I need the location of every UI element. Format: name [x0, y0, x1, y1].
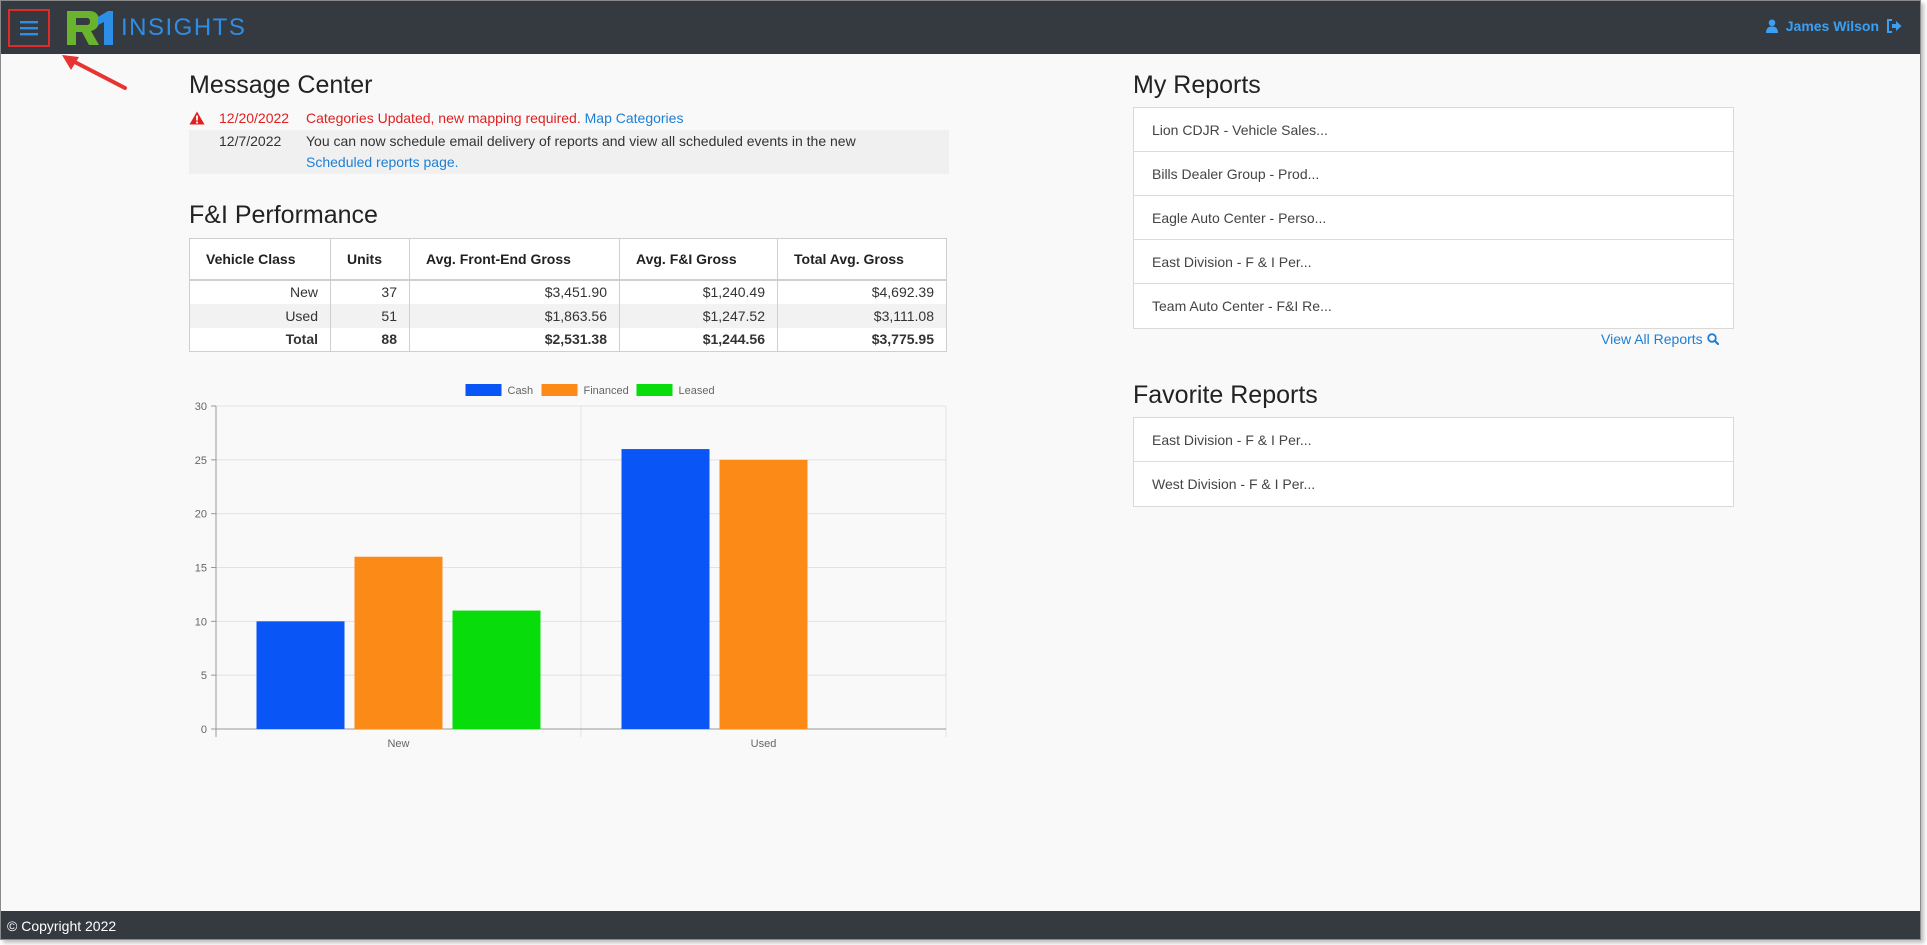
bar-cash-used: [621, 449, 710, 729]
legend-label-cash: Cash: [508, 385, 534, 397]
favorite-report-item[interactable]: East Division - F & I Per...: [1134, 418, 1733, 462]
report-item[interactable]: East Division - F & I Per...: [1134, 240, 1733, 284]
message-date: 12/20/2022: [219, 110, 290, 126]
column-header[interactable]: Units: [330, 238, 410, 280]
message-item: 12/7/2022 You can now schedule email del…: [189, 130, 949, 174]
legend-swatch-leased: [636, 384, 673, 396]
map-categories-link[interactable]: Map Categories: [584, 110, 684, 126]
search-icon: [1706, 333, 1719, 345]
message-list: 12/20/2022 Categories Updated, new mappi…: [189, 107, 949, 174]
user-name: James Wilson: [1785, 18, 1879, 34]
performance-title: F&I Performance: [189, 201, 378, 229]
y-tick-label: 20: [195, 509, 207, 521]
legend-swatch-cash: [465, 384, 502, 396]
footer: © Copyright 2022: [1, 911, 1920, 939]
table-cell: 51: [330, 303, 410, 328]
report-item[interactable]: Lion CDJR - Vehicle Sales...: [1134, 108, 1733, 152]
y-tick-label: 0: [201, 724, 207, 736]
y-tick-label: 25: [195, 455, 207, 467]
column-header[interactable]: Vehicle Class: [189, 238, 331, 280]
table-row: Used 51 $1,863.56 $1,247.52 $3,111.08: [189, 303, 947, 328]
y-tick-label: 5: [201, 670, 207, 682]
column-header[interactable]: Avg. Front-End Gross: [409, 238, 620, 280]
deal-type-chart: 0 5 10 15 20 25 30 New Used Cash Financed Leased: [189, 376, 949, 756]
table-cell: Total: [189, 327, 331, 352]
table-cell: $3,775.95: [777, 327, 947, 352]
table-cell: $1,240.49: [619, 278, 778, 304]
my-reports-list: Lion CDJR - Vehicle Sales... Bills Deale…: [1133, 107, 1734, 329]
message-text: Categories Updated, new mapping required…: [306, 110, 581, 126]
hamburger-icon: [20, 21, 38, 36]
table-cell: $1,247.52: [619, 303, 778, 328]
table-total-row: Total 88 $2,531.38 $1,244.56 $3,775.95: [189, 327, 947, 352]
bar-cash-new: [256, 621, 345, 729]
table-cell: Used: [189, 303, 331, 328]
view-all-reports-link[interactable]: View All Reports: [1601, 331, 1719, 347]
red-arrow: [62, 55, 127, 90]
top-navbar: INSIGHTS James Wilson: [1, 1, 1920, 54]
y-tick-label: 10: [195, 616, 207, 628]
y-tick-label: 30: [195, 401, 207, 413]
message-item: 12/20/2022 Categories Updated, new mappi…: [189, 107, 949, 130]
copyright-text: © Copyright 2022: [7, 918, 117, 934]
table-cell: $2,531.38: [409, 327, 620, 352]
x-tick-label: New: [387, 738, 409, 750]
legend-label-financed: Financed: [584, 385, 629, 397]
performance-table: Vehicle Class Units Avg. Front-End Gross…: [189, 238, 947, 352]
bar-leased-new: [452, 610, 541, 729]
r1-logo-icon: [67, 11, 113, 45]
bar-financed-new: [354, 556, 443, 729]
bar-financed-used: [719, 459, 808, 729]
favorite-reports-list: East Division - F & I Per... West Divisi…: [1133, 417, 1734, 507]
report-item[interactable]: Team Auto Center - F&I Re...: [1152, 298, 1332, 314]
table-cell: $1,863.56: [409, 303, 620, 328]
report-item[interactable]: Bills Dealer Group - Prod...: [1134, 152, 1733, 196]
table-cell: $1,244.56: [619, 327, 778, 352]
user-icon: [1765, 19, 1778, 33]
message-center-title: Message Center: [189, 71, 373, 99]
sign-out-icon[interactable]: [1887, 19, 1902, 33]
message-punctuation: .: [454, 154, 459, 170]
favorite-reports-title: Favorite Reports: [1133, 381, 1318, 409]
view-all-label: View All Reports: [1601, 331, 1703, 347]
warning-icon: [189, 111, 205, 125]
table-cell: $3,451.90: [409, 278, 620, 304]
bar-chart: 0 5 10 15 20 25 30 New Used Cash Financed Leased: [195, 384, 947, 750]
table-cell: 37: [330, 278, 410, 304]
app-logo[interactable]: INSIGHTS: [65, 9, 246, 47]
table-cell: 88: [330, 327, 410, 352]
table-cell: New: [189, 278, 331, 304]
table-cell: $4,692.39: [777, 278, 947, 304]
column-header[interactable]: Avg. F&I Gross: [619, 238, 778, 280]
table-header-row: Vehicle Class Units Avg. Front-End Gross…: [189, 238, 947, 280]
message-date: 12/7/2022: [219, 133, 282, 149]
y-tick-label: 15: [195, 563, 207, 575]
legend-swatch-financed: [541, 384, 578, 396]
message-text: You can now schedule email delivery of r…: [306, 133, 856, 149]
menu-toggle-button[interactable]: [8, 9, 50, 47]
report-item[interactable]: Eagle Auto Center - Perso...: [1134, 196, 1733, 240]
logo-text: INSIGHTS: [121, 14, 247, 41]
scheduled-reports-link[interactable]: Scheduled reports page: [306, 154, 455, 170]
table-cell: $3,111.08: [777, 303, 947, 328]
user-menu[interactable]: James Wilson: [1765, 18, 1902, 34]
x-tick-label: Used: [751, 738, 777, 750]
table-row: New 37 $3,451.90 $1,240.49 $4,692.39: [189, 278, 947, 304]
column-header[interactable]: Total Avg. Gross: [777, 238, 947, 280]
favorite-report-item[interactable]: West Division - F & I Per...: [1152, 476, 1316, 492]
my-reports-title: My Reports: [1133, 71, 1261, 99]
legend-label-leased: Leased: [679, 385, 715, 397]
